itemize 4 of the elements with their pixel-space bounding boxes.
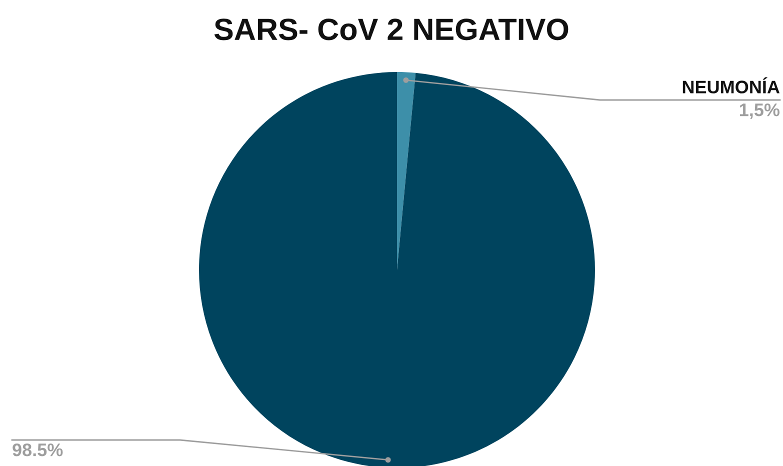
data-label: 1,5% <box>740 104 780 119</box>
slice-label: NEUMONÍA <box>682 77 780 94</box>
chart-title: SARS- CoV 2 NEGATIVO <box>214 18 568 40</box>
data-label: 98.5% <box>12 443 63 456</box>
